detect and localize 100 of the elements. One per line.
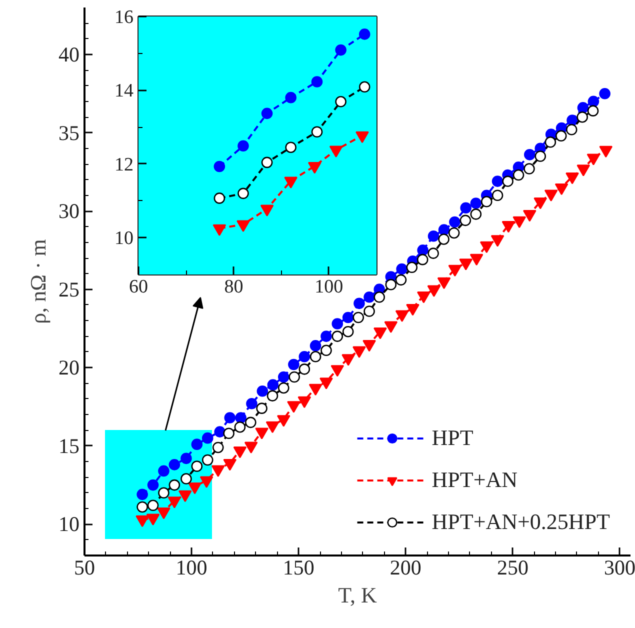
point	[157, 508, 170, 520]
point	[395, 310, 409, 322]
point	[308, 162, 322, 174]
point	[310, 351, 322, 362]
point	[246, 398, 258, 410]
point	[266, 421, 280, 434]
point	[362, 340, 376, 352]
point	[492, 190, 504, 202]
point	[417, 291, 430, 304]
point	[577, 102, 589, 114]
point	[480, 196, 492, 208]
point	[223, 459, 237, 471]
point	[278, 382, 290, 394]
point	[136, 501, 148, 513]
point	[311, 76, 323, 88]
point	[236, 220, 250, 232]
point	[460, 202, 472, 214]
point	[448, 264, 462, 277]
y-tick-label: 10	[58, 512, 80, 536]
point	[278, 371, 290, 383]
point	[342, 354, 355, 366]
x-tick-label: 150	[282, 556, 314, 580]
point	[330, 365, 344, 377]
point	[566, 124, 578, 136]
point	[191, 460, 203, 472]
y-tick-label: 35	[58, 120, 80, 145]
point	[449, 216, 460, 228]
point	[534, 150, 546, 162]
point	[158, 487, 170, 499]
point	[238, 140, 249, 152]
point	[178, 490, 192, 502]
point	[180, 452, 192, 464]
point	[285, 92, 296, 104]
point	[211, 465, 225, 477]
point	[311, 126, 323, 138]
x-tick-label: 100	[314, 276, 344, 298]
legend-label: HPT	[432, 425, 474, 451]
legend-label: HPT+AN	[432, 467, 518, 493]
point	[502, 176, 514, 187]
point	[352, 346, 366, 358]
y-tick-label: 40	[58, 42, 80, 66]
point	[287, 401, 300, 413]
point	[202, 454, 214, 466]
point	[364, 292, 375, 303]
point	[358, 28, 370, 40]
point	[588, 96, 600, 108]
point	[267, 379, 279, 390]
point	[364, 306, 375, 317]
point	[168, 459, 180, 470]
point	[395, 274, 407, 286]
point	[428, 248, 439, 259]
point	[385, 278, 397, 290]
point	[298, 351, 310, 362]
x-tick-label: 50	[74, 556, 95, 580]
point	[244, 442, 258, 454]
point	[438, 224, 450, 236]
point	[310, 340, 322, 352]
point	[147, 479, 159, 491]
point	[298, 364, 310, 375]
point	[374, 327, 387, 340]
point	[406, 262, 418, 274]
point	[146, 514, 160, 526]
point	[224, 412, 236, 424]
y-tick-label: 25	[58, 277, 80, 302]
point	[335, 96, 346, 108]
point	[342, 312, 354, 324]
point	[417, 244, 428, 256]
point	[358, 81, 370, 93]
point	[428, 230, 440, 242]
point	[470, 208, 482, 220]
point	[335, 44, 346, 56]
point	[212, 224, 226, 236]
point	[233, 446, 247, 458]
point	[191, 438, 203, 450]
x-tick-label: 200	[390, 556, 422, 580]
point	[256, 385, 268, 397]
point	[261, 108, 273, 120]
point	[288, 371, 300, 383]
point	[374, 292, 385, 303]
point	[284, 176, 298, 188]
y-tick-label: 14	[114, 80, 134, 102]
point	[354, 298, 365, 310]
point	[212, 442, 224, 454]
point	[320, 344, 332, 356]
point	[285, 142, 296, 153]
point	[234, 421, 246, 433]
point	[438, 234, 450, 245]
point	[136, 488, 148, 500]
point	[168, 479, 180, 491]
point	[136, 515, 149, 528]
point	[396, 263, 408, 275]
y-tick-label: 16	[114, 7, 134, 28]
point	[470, 198, 482, 209]
point	[448, 227, 460, 239]
point	[276, 415, 290, 427]
point	[202, 432, 214, 444]
point	[168, 496, 182, 508]
point	[492, 176, 504, 187]
x-axis-title: T, K	[338, 582, 377, 608]
point	[332, 330, 344, 342]
